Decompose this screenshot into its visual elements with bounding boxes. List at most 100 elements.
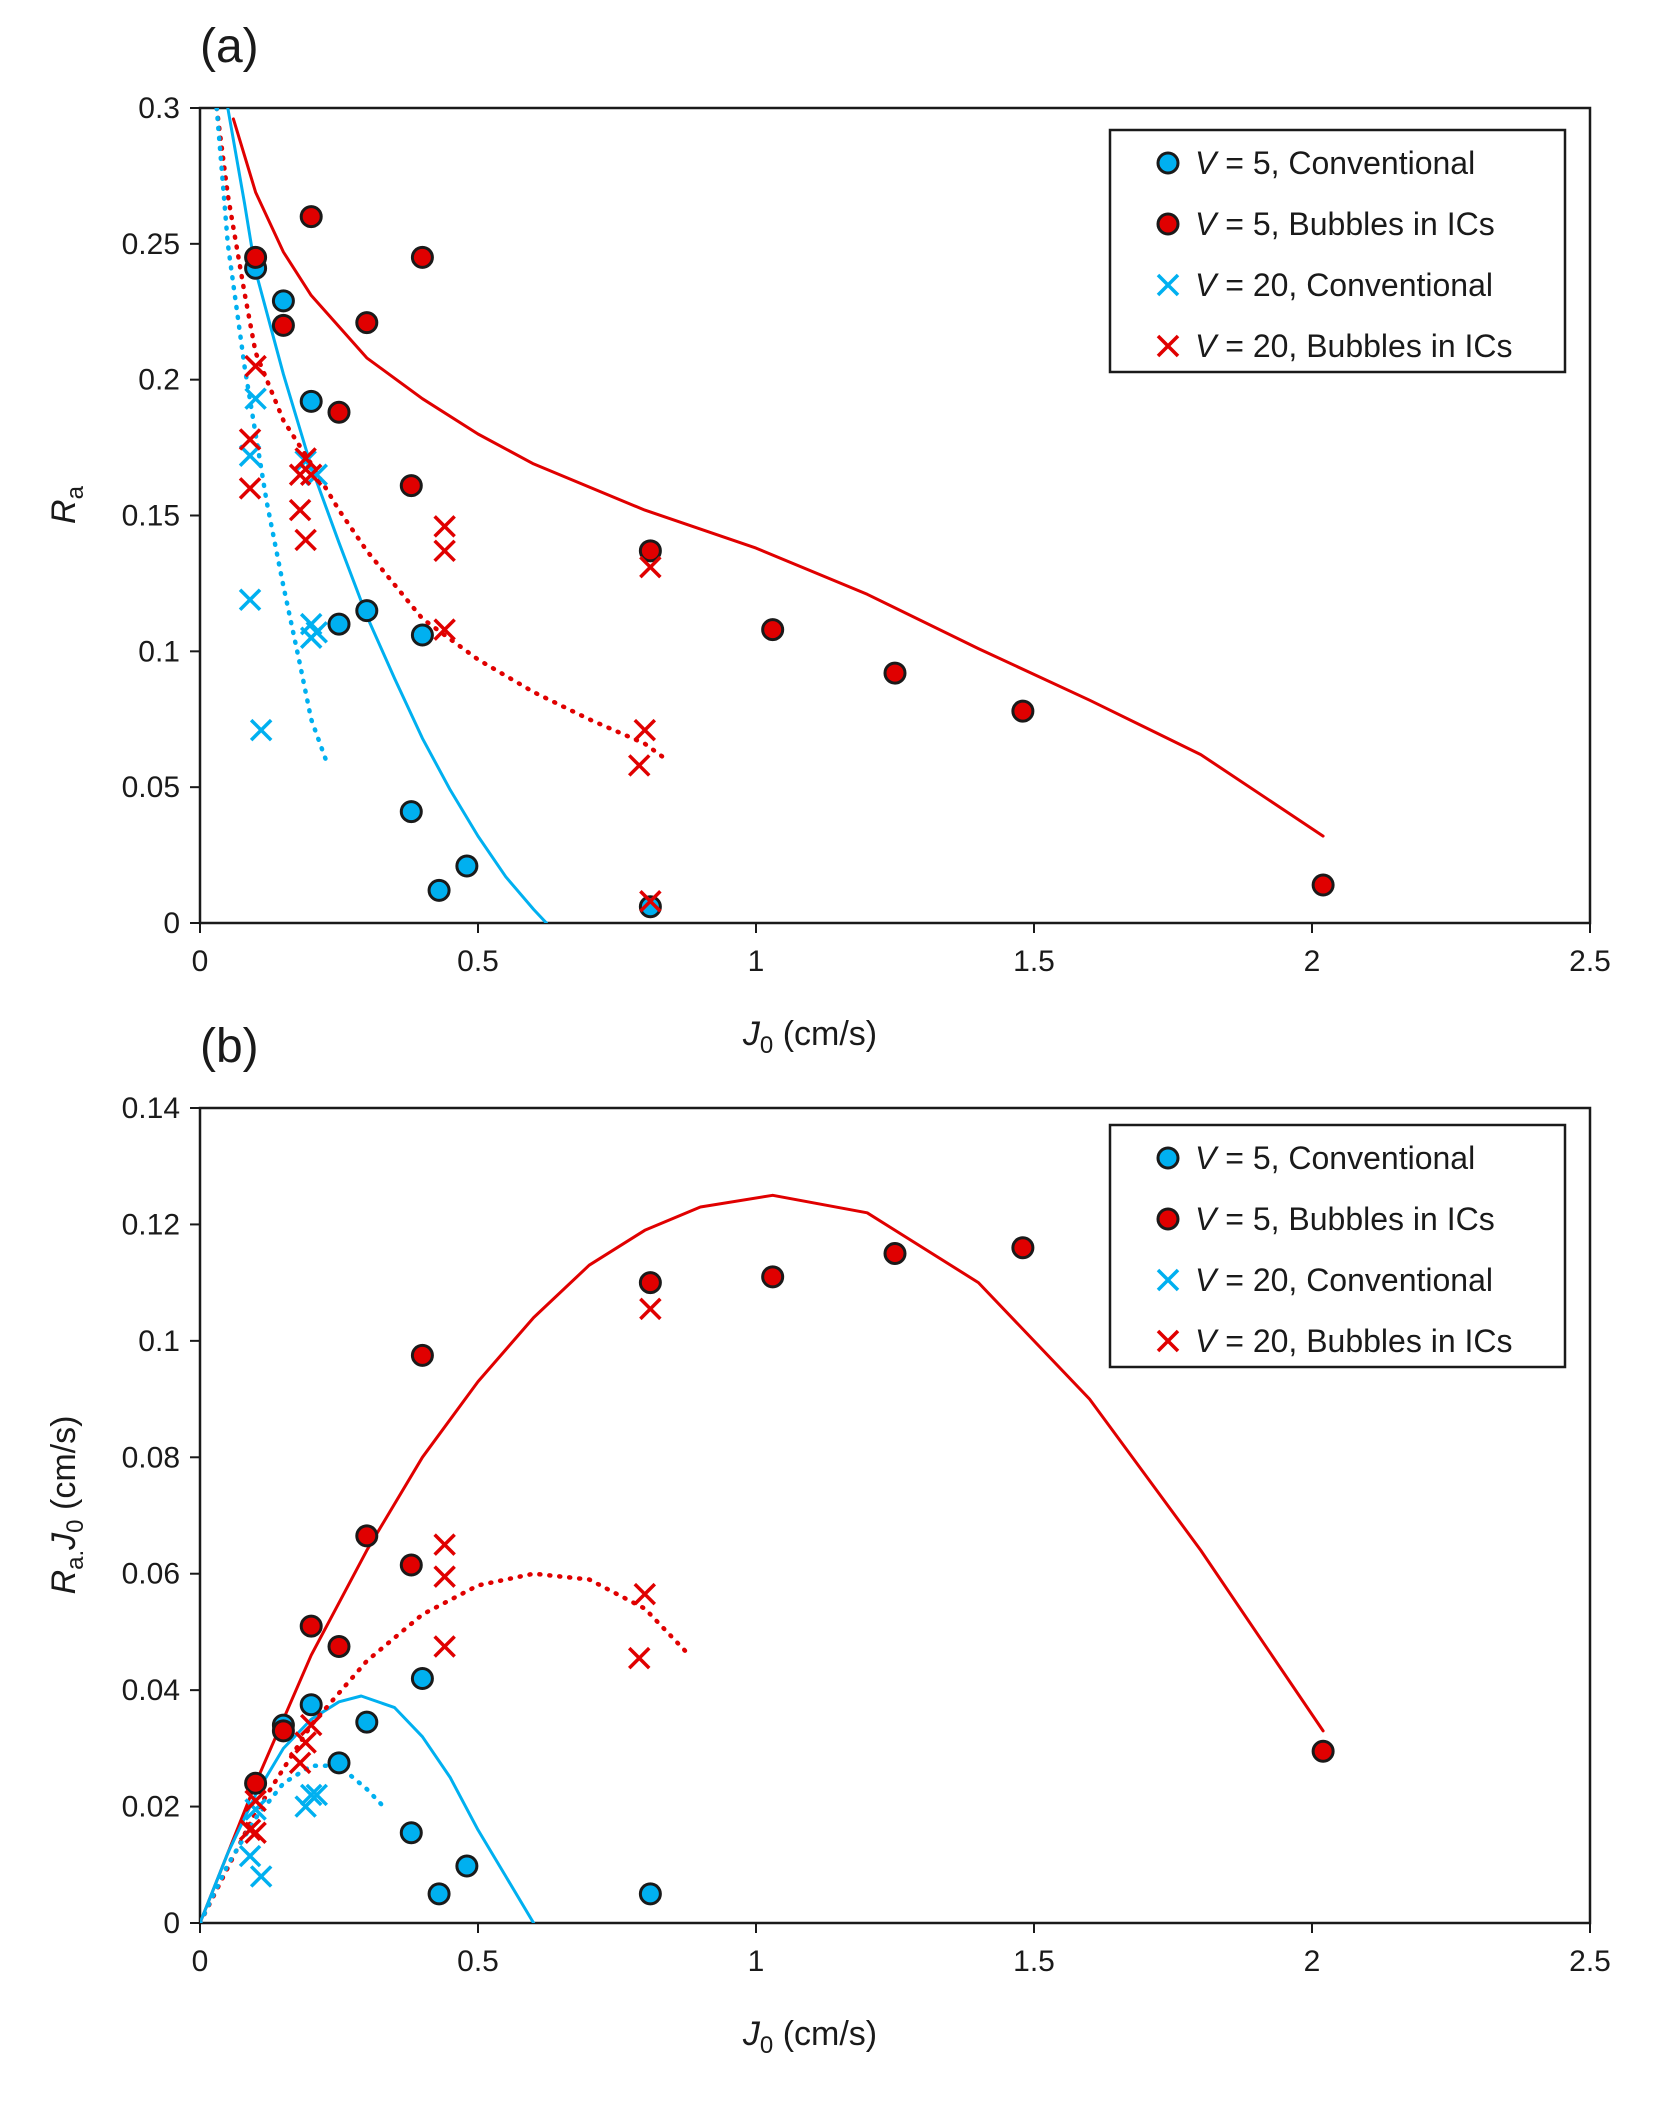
data-point-x — [238, 428, 262, 451]
y-tick-label: 0.14 — [122, 1092, 180, 1125]
data-point — [399, 474, 423, 498]
data-point — [427, 1882, 451, 1906]
x-tick-label: 0.5 — [457, 945, 499, 978]
panel-a-axes — [190, 106, 1592, 933]
x-tick-label: 1.5 — [1013, 945, 1055, 978]
data-point — [638, 895, 662, 919]
data-point-x — [628, 1646, 651, 1670]
data-point — [355, 311, 379, 335]
data-point-x — [294, 1795, 317, 1818]
data-point-x — [244, 1789, 267, 1812]
panel-b-legend: V = 5, Conventional V = 5, Bubbles in ICs… — [1108, 1123, 1567, 1369]
legend-label: V = 20, Bubbles in ICs — [1195, 1323, 1513, 1359]
legend-label: V = 5, Bubbles in ICs — [1195, 206, 1495, 242]
panel-a-tick-labels: 0 0.5 1 1.5 2 2.5 0 0.05 0.1 0.15 0.2 0.25 0.3 — [122, 92, 1611, 978]
x-tick-label: 2.5 — [1569, 1945, 1611, 1978]
data-point — [244, 245, 268, 269]
data-point — [455, 1854, 479, 1878]
data-point — [299, 389, 323, 413]
data-point-x — [433, 1635, 456, 1658]
legend-marker — [1156, 151, 1180, 175]
data-point — [761, 1265, 785, 1289]
data-point-x — [288, 498, 312, 522]
data-point — [271, 289, 295, 313]
panel-a-data-points — [238, 205, 1335, 919]
panel-b-fit-curves — [200, 1193, 1325, 1923]
panel-a-y-axis-title: Ra — [45, 485, 89, 524]
legend-marker-x — [1156, 1268, 1180, 1292]
data-point-x — [238, 1844, 262, 1868]
data-point-x — [639, 555, 662, 579]
y-tick-label: 0.08 — [122, 1441, 180, 1474]
fit-curve — [200, 1571, 692, 1923]
data-point-x — [294, 1731, 317, 1754]
data-point — [244, 1771, 268, 1795]
data-point-x — [238, 444, 262, 467]
data-point — [1011, 699, 1035, 723]
data-point-x — [249, 1865, 273, 1888]
data-point — [638, 1271, 662, 1295]
y-tick-label: 0.05 — [122, 771, 180, 804]
panel-a-label: (a) — [200, 20, 259, 73]
data-point-x — [433, 1533, 456, 1556]
fit-curve — [214, 108, 670, 763]
panel-a-x-axis-title: J0 (cm/s) — [742, 1015, 877, 1059]
data-point — [299, 1693, 323, 1717]
data-point-x — [238, 477, 262, 500]
data-point — [399, 800, 423, 824]
x-tick-label: 1 — [748, 945, 765, 978]
legend-label: V = 20, Conventional — [1195, 267, 1493, 303]
data-point-x — [299, 1783, 323, 1807]
data-point-x — [299, 1713, 323, 1737]
data-point-x — [294, 447, 317, 470]
data-point — [410, 1667, 434, 1690]
legend-box — [1108, 128, 1567, 374]
data-point-x — [238, 588, 262, 611]
y-tick-label: 0.25 — [122, 228, 180, 261]
data-point-x — [639, 890, 662, 913]
plot-frame — [198, 1106, 1592, 1925]
panel-b-axes — [190, 1106, 1592, 1933]
data-point-x — [305, 621, 328, 644]
data-point-x — [238, 1818, 262, 1842]
legend-label: V = 20, Bubbles in ICs — [1195, 328, 1513, 364]
panel-b-data-points — [238, 1236, 1335, 1906]
data-point-x — [639, 1297, 662, 1321]
panel-b-tick-labels: 0 0.5 1 1.5 2 2.5 0 0.02 0.04 0.06 0.08 0.1 0.12 0.14 — [122, 1092, 1611, 1978]
data-point — [355, 1524, 379, 1548]
data-point — [410, 623, 434, 647]
legend-marker — [1156, 1207, 1180, 1231]
data-point-x — [244, 1798, 267, 1821]
legend-marker-x — [1156, 273, 1180, 297]
data-point — [761, 618, 785, 642]
data-point-x — [294, 528, 317, 552]
fit-curve — [231, 117, 1325, 838]
data-point — [299, 1614, 323, 1638]
legend-label: V = 5, Conventional — [1195, 145, 1475, 181]
fit-curve — [200, 1694, 536, 1923]
data-point-x — [433, 618, 456, 641]
data-point-x — [244, 1821, 267, 1845]
panel-a-fit-curves — [214, 108, 1325, 923]
panel-b: (b) 0 0.5 1 1.5 2 2.5 0 0.02 0.04 0.06 0.08 0.1 0.12… — [45, 1020, 1611, 2059]
panel-b-x-axis-title: J0 (cm/s) — [742, 2015, 877, 2059]
data-point — [883, 661, 907, 685]
data-point — [327, 400, 351, 424]
data-point-x — [433, 515, 456, 538]
legend-label: V = 5, Bubbles in ICs — [1195, 1201, 1495, 1237]
data-point-x — [299, 463, 323, 486]
x-tick-label: 2 — [1304, 1945, 1321, 1978]
y-tick-label: 0.12 — [122, 1208, 180, 1241]
data-point — [638, 539, 662, 563]
y-tick-label: 0.3 — [138, 92, 180, 125]
data-point-x — [288, 1751, 312, 1775]
fit-curve — [200, 1193, 1325, 1923]
x-tick-label: 0 — [192, 945, 209, 978]
data-point-x — [433, 539, 456, 563]
y-tick-label: 0.15 — [122, 500, 180, 533]
data-point — [455, 854, 479, 878]
data-point — [410, 1343, 434, 1367]
data-point — [355, 599, 379, 623]
data-point — [327, 1634, 351, 1658]
y-tick-label: 0.1 — [138, 635, 180, 668]
